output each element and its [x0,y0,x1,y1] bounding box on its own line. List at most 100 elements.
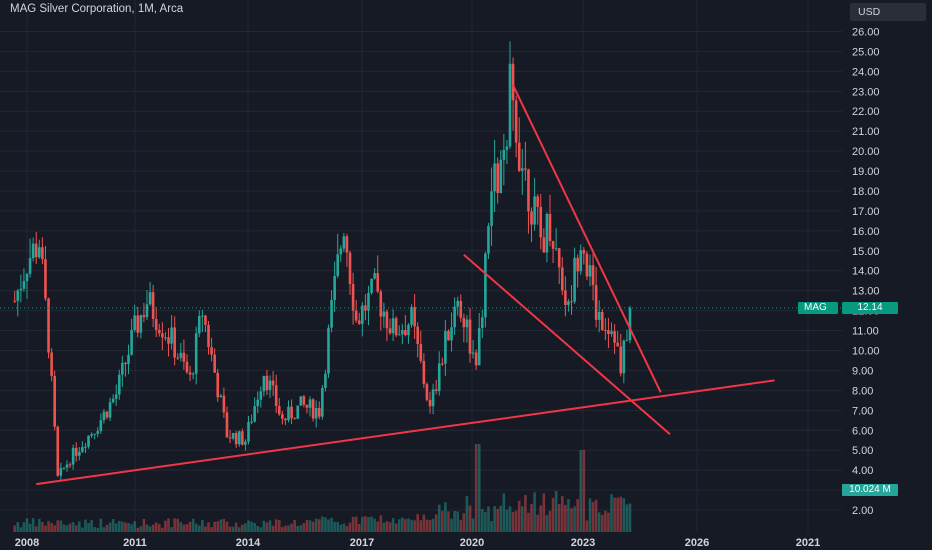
candle [597,300,601,333]
volume-bar [477,444,481,532]
volume-bar [59,520,63,532]
candle [348,250,352,295]
volume-bar [496,508,499,532]
volume-bar [47,521,50,532]
volume-bar [499,505,503,532]
candle [493,139,496,213]
volume-bar [130,524,133,532]
candle [139,314,143,339]
volume-bar [262,520,266,532]
rising-support-trendline[interactable] [36,379,775,486]
volume-bar [394,523,398,532]
volume-bar [296,525,300,532]
candle [351,272,355,325]
volume-bar [481,509,484,532]
volume-bar [188,521,192,532]
volume-bar [610,494,613,532]
volume-bar [539,505,543,532]
volume-bar [607,512,610,532]
candle [594,266,598,328]
candle [62,467,66,470]
volume-bar [397,519,401,532]
candle [354,300,358,323]
lower-descending-trendline[interactable] [463,254,671,435]
candle [290,399,293,425]
time-axis[interactable]: 2008 2011 2014 2017 2020 2023 2026 2021 [15,537,820,549]
last-volume-label: 10.024 M [842,484,898,497]
candle [425,382,429,402]
candle [311,398,315,422]
volume-bar [613,497,616,532]
candle [151,284,155,328]
candle [259,386,263,408]
candle [19,274,23,303]
volume-bar [299,525,303,532]
volume-bar [170,527,173,532]
volume-bar [450,518,453,532]
volume-bar [84,519,87,532]
volume-bar [139,526,143,532]
upper-descending-trendline[interactable] [512,84,662,393]
candle [253,397,256,423]
volume-bar [314,518,318,532]
volume-bar [576,499,579,532]
volume-bar [582,450,586,532]
price-axis[interactable]: 2.003.004.005.006.007.008.009.0010.0011.… [852,26,880,517]
volume-bar [19,527,23,532]
volume-bar [213,521,216,532]
candle [530,207,533,243]
volume-bar [404,519,407,532]
volume-bar [142,518,146,532]
candle [121,355,124,387]
volume-bar [167,518,170,532]
candle [287,400,290,423]
candle [471,339,475,359]
candle [179,343,183,362]
candle [296,405,300,420]
candle [194,326,198,385]
volume-bar [256,525,260,532]
candle [34,231,38,264]
candle [505,139,509,165]
candle [170,314,173,350]
candle [262,375,266,397]
volume-bar [619,496,623,532]
volume-bar [524,494,527,532]
candle [401,323,404,345]
candle [302,395,306,408]
candle [164,332,167,341]
volume-bar [121,521,124,532]
volume-bar [514,510,518,532]
price-tick-label: 20.00 [852,146,880,158]
candle [148,281,152,306]
candle [225,406,229,438]
candle [536,194,539,225]
candle [542,228,546,253]
candle [265,369,269,395]
time-tick-label: 2023 [571,537,595,549]
price-tick-label: 18.00 [852,186,880,198]
volume-bar [244,523,247,532]
candle [247,415,250,445]
candle [130,318,133,356]
candle [450,312,453,352]
candle [622,339,626,384]
candle [188,365,192,382]
volume-bar [511,512,515,532]
volume-bar [564,504,567,532]
volume-bar [616,497,619,532]
volume-bar [191,518,195,532]
volume-bar [136,527,140,532]
candle [582,247,586,265]
candle [416,322,420,358]
candle [31,237,35,262]
candle [176,353,180,361]
candle [204,314,207,333]
currency-selector[interactable]: USD [850,3,926,21]
volume-bar [570,508,573,532]
candle [548,194,552,247]
volume-bar [431,518,435,532]
volume-bar [357,523,361,532]
volume-bar [105,524,109,532]
